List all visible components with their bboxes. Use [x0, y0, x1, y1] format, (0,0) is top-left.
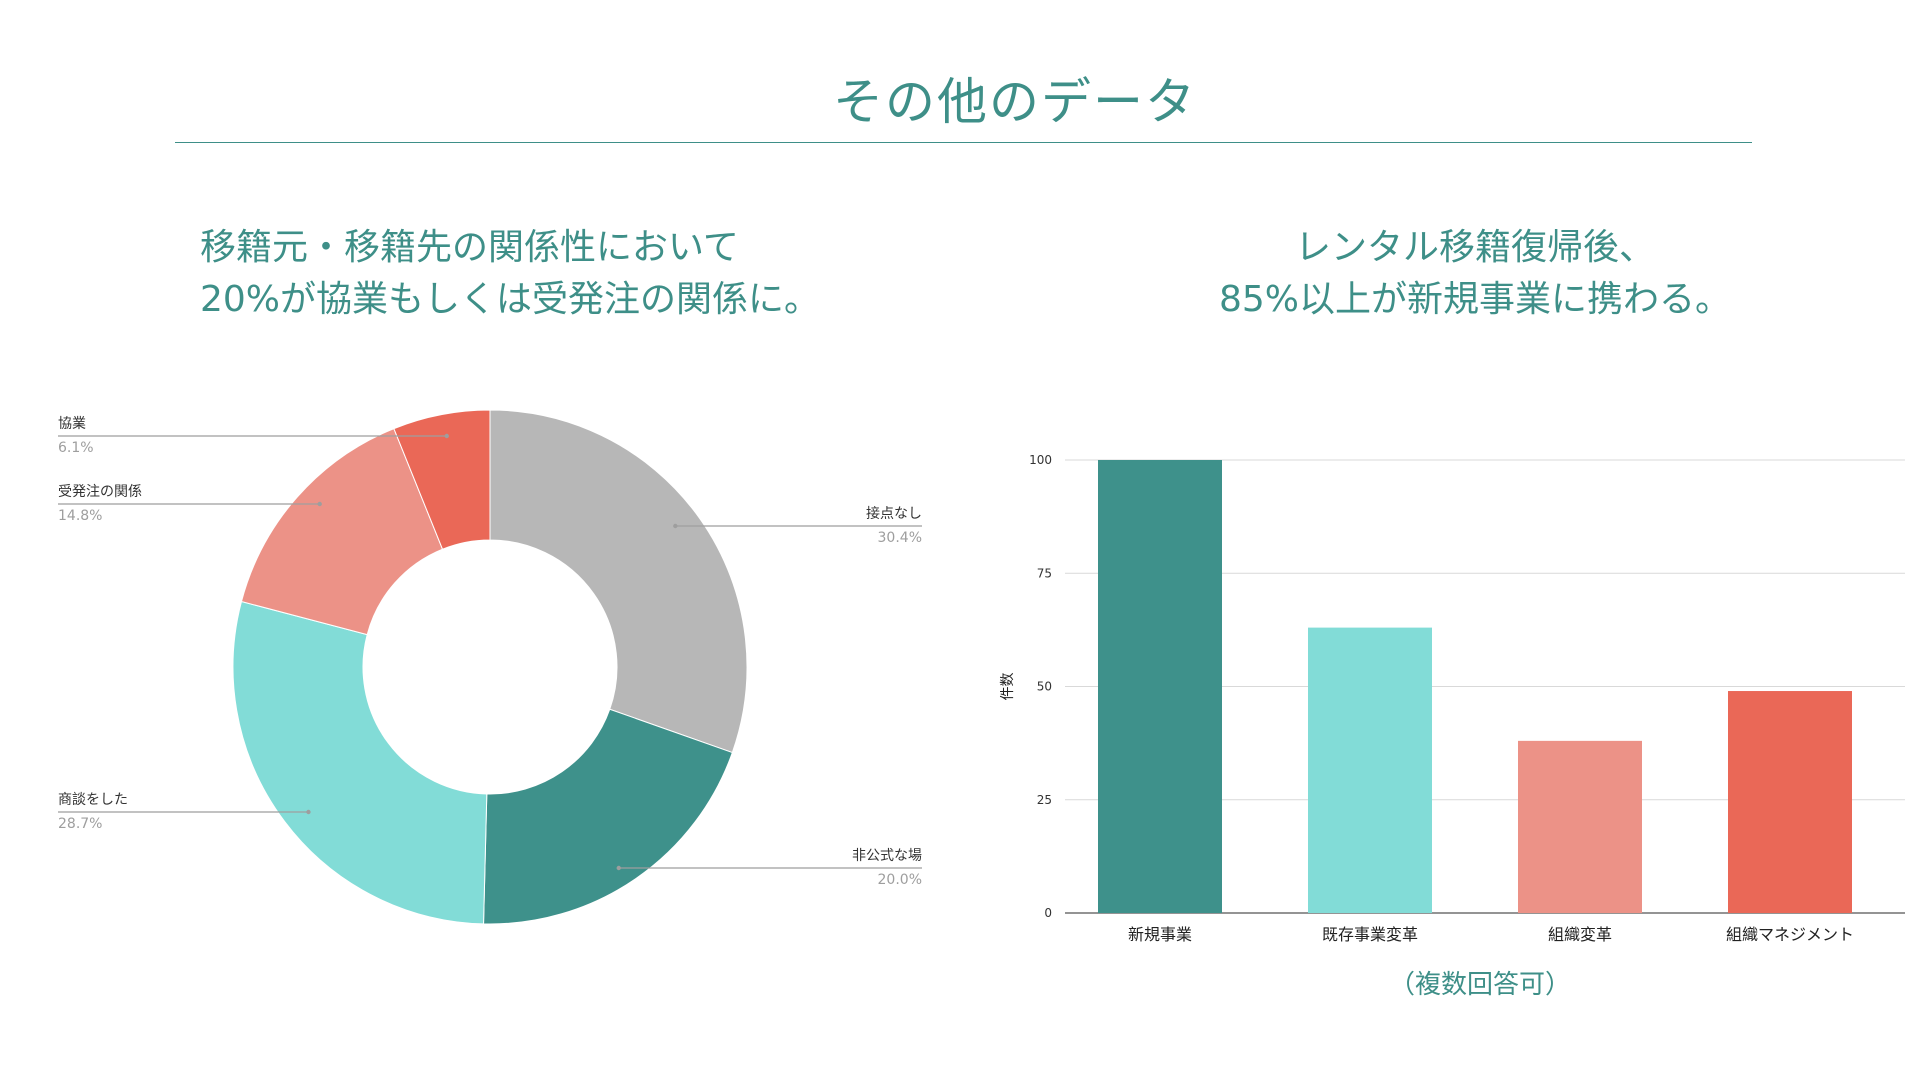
donut-percent-label: 6.1% — [58, 440, 94, 456]
x-category-label: 新規事業 — [1128, 925, 1192, 944]
multiple-answers-note: （複数回答可） — [1388, 970, 1571, 1000]
right-heading: レンタル移籍復帰後、 85%以上が新規事業に携わる。 — [1165, 222, 1785, 326]
donut-leader-dot — [673, 523, 678, 529]
donut-slice — [240, 427, 444, 636]
donut-leader-dot — [317, 501, 322, 507]
donut-leader-dot — [444, 433, 449, 439]
x-category-label: 既存事業変革 — [1322, 925, 1418, 944]
left-heading-line-2: 20%が協業もしくは受発注の関係に。 — [200, 279, 821, 320]
donut-slice — [489, 409, 748, 754]
y-tick-label: 100 — [1029, 453, 1052, 467]
bar — [1518, 740, 1642, 913]
donut-label: 非公式な場 — [852, 848, 922, 864]
donut-percent-label: 14.8% — [58, 508, 102, 524]
donut-label: 接点なし — [866, 505, 922, 522]
y-axis-label: 件数 — [1000, 673, 1016, 701]
y-tick-label: 50 — [1037, 680, 1052, 694]
donut-slice — [483, 708, 733, 925]
left-heading-line-1: 移籍元・移籍先の関係性において — [200, 227, 739, 268]
donut-leader-dot — [306, 809, 311, 815]
x-category-label: 組織変革 — [1548, 925, 1612, 944]
donut-slice — [232, 600, 488, 925]
donut-leader-dot — [616, 865, 621, 871]
donut-label: 協業 — [58, 416, 86, 432]
y-tick-label: 75 — [1037, 566, 1052, 580]
right-heading-line-2: 85%以上が新規事業に携わる。 — [1218, 279, 1732, 320]
left-heading: 移籍元・移籍先の関係性において 20%が協業もしくは受発注の関係に。 — [200, 222, 820, 326]
bar — [1308, 627, 1432, 913]
bar — [1098, 460, 1222, 913]
donut-chart: 接点なし 30.4% 非公式な場 20.0% 商談をした 28.7% 受発注の関係 14.8%… — [58, 409, 922, 925]
page-title: その他のデータ — [833, 73, 1197, 131]
x-category-label: 組織マネジメント — [1726, 925, 1854, 944]
right-heading-line-1: レンタル移籍復帰後、 — [1294, 227, 1655, 268]
y-tick-label: 25 — [1037, 793, 1052, 807]
donut-percent-label: 30.4% — [878, 530, 922, 546]
donut-slice — [393, 409, 491, 550]
y-tick-label: 0 — [1044, 906, 1052, 920]
donut-label: 受発注の関係 — [58, 484, 142, 500]
title-divider — [175, 142, 1752, 143]
donut-label: 商談をした — [58, 792, 128, 808]
donut-percent-label: 20.0% — [878, 872, 922, 888]
bar — [1728, 691, 1852, 913]
donut-percent-label: 28.7% — [58, 816, 102, 832]
